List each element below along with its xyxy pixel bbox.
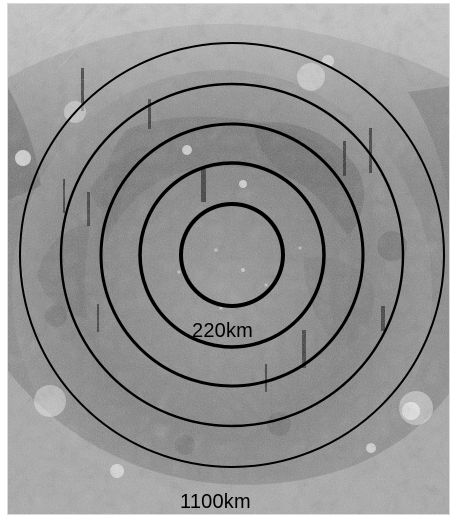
lunar-basin-map: 220km 1100km (7, 3, 450, 515)
ring-3 (99, 122, 365, 388)
ring-1100km (19, 42, 445, 468)
ring-2 (138, 161, 326, 349)
ring-4 (59, 82, 405, 428)
map-image (8, 4, 449, 514)
inner-ring-label: 220km (192, 320, 254, 342)
ring-220km (179, 202, 285, 308)
basin-rings (19, 42, 445, 468)
outer-ring-label: 1100km (180, 491, 251, 513)
